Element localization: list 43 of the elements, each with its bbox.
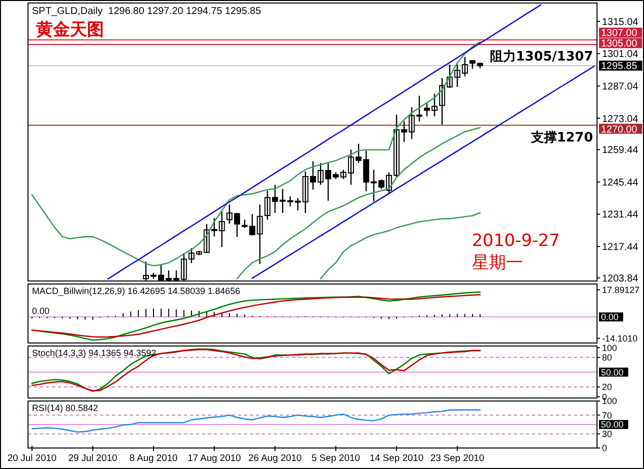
y-tick-label: -14.1010: [602, 333, 638, 344]
y-tick-label: 0: [602, 443, 608, 454]
y-tick-label: 100: [602, 342, 618, 353]
y-tick-label: 30: [602, 429, 612, 440]
x-tick-label: 26 Aug 2010: [248, 453, 302, 464]
y-tick-label: 20: [602, 382, 612, 392]
annotation: 支撑1270: [530, 130, 593, 146]
ref-line-label: 1307.00: [601, 28, 638, 40]
x-tick-label: 29 Jul 2010: [68, 453, 118, 464]
x-tick-label: 5 Sep 2010: [311, 453, 360, 464]
annotation: 阻力1305/1307: [490, 50, 593, 65]
text: 黄金天图: [35, 20, 104, 40]
y-tick-label: 1287.04: [602, 81, 639, 92]
x-tick-label: 8 Aug 2010: [129, 453, 178, 464]
chart-title: Stoch(14,3,3) 94.1365 94.3592: [32, 348, 156, 358]
x-tick-label: 23 Sep 2010: [430, 453, 484, 464]
chart-title: MACD_Billwin(12,26,9) 16.42695 14.58039 1.84656: [32, 286, 240, 296]
y-tick-label: 1203.84: [602, 273, 639, 284]
y-tick-label: 70: [602, 410, 612, 420]
ref-line-label: 1295.85: [601, 61, 638, 72]
line-series: [252, 66, 595, 279]
chart-title: RSI(14) 80.5842: [32, 403, 98, 413]
y-tick-label: 1231.44: [602, 210, 639, 221]
y-tick-label: 1273.04: [602, 114, 639, 125]
x-tick-label: 17 Aug 2010: [188, 453, 241, 464]
annotation: 0.00: [32, 306, 50, 316]
ref-line-label: 50.00: [601, 367, 624, 378]
chart-title: SPT_GLD,Daily 1296.80 1297.20 1294.75 1295.85: [32, 6, 262, 17]
y-tick-label: 1315.04: [602, 16, 639, 28]
y-tick-label: 1301.04: [602, 49, 639, 60]
y-tick-label: 80: [602, 352, 612, 363]
annotation: 2010-9-27: [472, 231, 560, 251]
x-tick-label: 14 Sep 2010: [370, 453, 424, 464]
y-tick-label: 1217.44: [602, 242, 639, 254]
x-tick-label: 20 Jul 2010: [7, 453, 57, 464]
ref-line-label: 0.00: [601, 312, 619, 322]
y-tick-label: 1259.44: [602, 145, 639, 156]
ref-line-label: 1270.00: [601, 124, 638, 136]
y-tick-label: 1245.44: [602, 177, 639, 188]
annotation: 星期一: [472, 253, 523, 273]
ref-line-label: 50.00: [601, 420, 624, 430]
y-tick-label: 17.89127: [602, 284, 640, 295]
ref-line-label: 1305.00: [601, 38, 638, 50]
